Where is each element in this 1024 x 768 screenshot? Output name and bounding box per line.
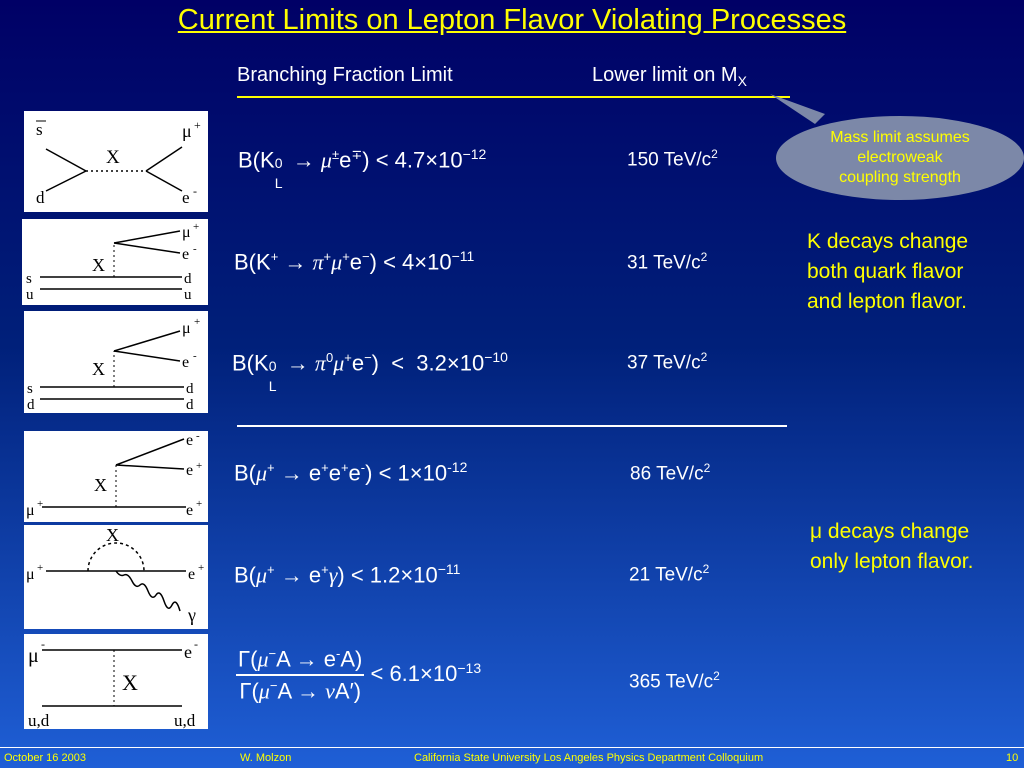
conversion-ratio: Γ(μ−A → e-A) Γ(μ−A → νA′) <box>236 646 365 704</box>
bubble-pointer <box>770 94 825 124</box>
svg-text:X: X <box>122 670 138 695</box>
feynman-diagram-kl-mue: s d X μ + e - <box>24 111 208 212</box>
branching-header: Branching Fraction Limit <box>237 64 453 86</box>
kaon-note: K decays change both quark flavor and le… <box>807 227 968 317</box>
svg-text:u,d: u,d <box>174 711 196 729</box>
svg-text:+: + <box>194 316 200 328</box>
svg-text:e: e <box>186 502 193 519</box>
footer-page-number: 10 <box>1006 752 1019 764</box>
svg-text:X: X <box>92 255 105 275</box>
bubble-line: coupling strength <box>839 169 961 186</box>
svg-text:-: - <box>193 184 197 198</box>
formula-kl-mue: B(K 0 L → μ±e∓) < 4.7×10−12 <box>238 146 487 192</box>
muon-note: μ decays change only lepton flavor. <box>810 517 973 577</box>
note-line: only lepton flavor. <box>810 550 974 573</box>
formula-mu-eee: B(μ+ → e+e+e-) < 1×10-12 <box>234 459 468 486</box>
slide-title: Current Limits on Lepton Flavor Violatin… <box>177 4 847 36</box>
svg-text:μ: μ <box>182 224 191 241</box>
feynman-diagram-mu-conversion: X μ - e - u,d u,d <box>24 634 208 729</box>
mass-limit: 31 TeV/c2 <box>627 250 708 274</box>
svg-text:μ: μ <box>182 121 192 141</box>
formula-mu-egamma: B(μ+ → e+γ) < 1.2×10−11 <box>234 561 461 588</box>
svg-text:-: - <box>194 637 198 651</box>
svg-text:-: - <box>193 243 197 255</box>
svg-text:e: e <box>182 354 189 371</box>
formula-kplus: B(K+ → π+μ+e−) < 4×10−11 <box>234 248 475 275</box>
svg-text:d: d <box>27 397 35 413</box>
svg-text:e: e <box>186 432 193 449</box>
svg-text:u: u <box>184 287 192 303</box>
svg-text:d: d <box>186 397 194 413</box>
mass-limit: 150 TeV/c2 <box>627 147 718 171</box>
lower-limit-header: Lower limit on MX <box>592 64 747 89</box>
footer-date: October 16 2003 <box>4 752 86 764</box>
formula-kl-pi0: B(K 0 L → π0μ+e−) < 3.2×10−10 <box>232 349 508 395</box>
bubble-line: electroweak <box>857 149 943 166</box>
svg-text:X: X <box>106 147 120 168</box>
svg-text:-: - <box>41 637 45 651</box>
mass-limit: 86 TeV/c2 <box>630 461 711 485</box>
svg-text:e: e <box>184 642 192 662</box>
svg-text:X: X <box>106 525 119 545</box>
svg-text:d: d <box>184 271 192 287</box>
footer-author: W. Molzon <box>240 752 292 764</box>
feynman-diagram-kplus: X μ + e - s u d u <box>22 219 208 305</box>
mass-limit-bubble: Mass limit assumes electroweak coupling … <box>776 116 1024 200</box>
svg-text:+: + <box>196 460 202 472</box>
mass-limit: 21 TeV/c2 <box>629 562 710 586</box>
feynman-diagram-mu-eee: X μ + e - e + e + <box>24 431 208 522</box>
section-divider <box>237 425 787 427</box>
feynman-diagram-mu-egamma: X μ + e + γ <box>24 525 208 629</box>
svg-text:e: e <box>182 246 189 263</box>
svg-text:-: - <box>193 350 197 362</box>
svg-text:+: + <box>198 562 204 574</box>
formula-mu-conversion: Γ(μ−A → e-A) Γ(μ−A → νA′) < 6.1×10−13 <box>236 646 482 704</box>
svg-text:s: s <box>36 120 43 139</box>
header-underline <box>237 96 790 98</box>
svg-text:X: X <box>94 475 107 495</box>
footer-rule <box>0 747 1024 748</box>
note-line: both quark flavor <box>807 260 964 283</box>
svg-text:e: e <box>186 462 193 479</box>
note-line: and lepton flavor. <box>807 290 967 313</box>
svg-text:μ: μ <box>26 566 35 583</box>
svg-text:u,d: u,d <box>28 711 50 729</box>
svg-text:+: + <box>194 118 201 132</box>
svg-text:d: d <box>36 188 45 207</box>
note-line: μ decays change <box>810 520 970 543</box>
bubble-line: Mass limit assumes <box>830 129 970 146</box>
svg-text:u: u <box>26 287 34 303</box>
svg-text:γ: γ <box>187 605 196 625</box>
svg-text:e: e <box>188 566 195 583</box>
feynman-diagram-kl-pi0: X μ + e - s d d d <box>24 311 208 413</box>
svg-text:e: e <box>182 188 190 207</box>
mass-limit: 365 TeV/c2 <box>629 669 720 693</box>
svg-text:+: + <box>196 498 202 510</box>
note-line: K decays change <box>807 230 969 253</box>
svg-text:+: + <box>37 498 43 510</box>
svg-text:μ: μ <box>182 320 191 337</box>
svg-text:s: s <box>27 381 33 397</box>
svg-text:+: + <box>193 221 199 233</box>
svg-text:μ: μ <box>28 645 39 667</box>
mass-limit: 37 TeV/c2 <box>627 350 708 374</box>
footer-venue: California State University Los Angeles … <box>414 752 764 764</box>
svg-text:s: s <box>26 271 32 287</box>
svg-text:+: + <box>37 562 43 574</box>
svg-text:-: - <box>196 431 200 442</box>
svg-text:d: d <box>186 381 194 397</box>
svg-text:μ: μ <box>26 502 35 519</box>
svg-text:X: X <box>92 359 105 379</box>
